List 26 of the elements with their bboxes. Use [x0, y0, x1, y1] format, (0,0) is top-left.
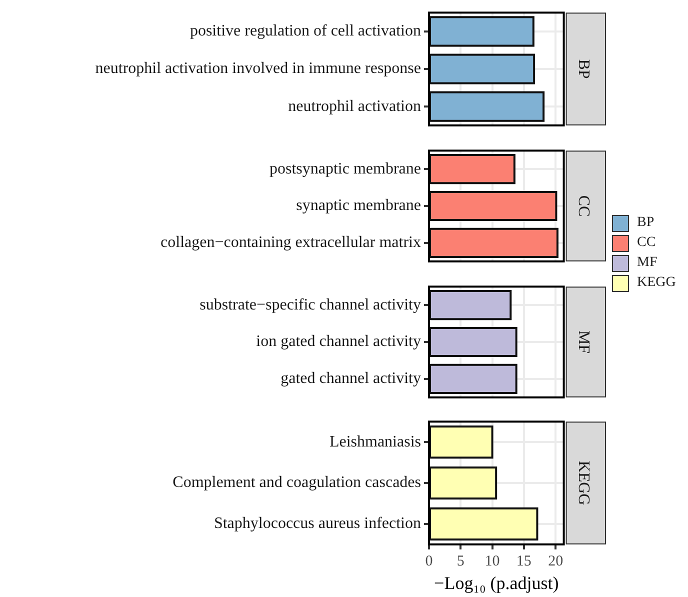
text: CC: [575, 195, 592, 217]
x-tick-label: 15: [516, 553, 532, 570]
legend-label: KEGG: [637, 275, 676, 291]
text: MF: [575, 330, 592, 354]
text: BP: [575, 59, 592, 79]
y-tick-label: ion gated channel activity: [256, 333, 421, 350]
y-tick-label: neutrophil activation: [288, 98, 421, 115]
y-tick-label: Complement and coagulation cascades: [172, 474, 421, 492]
y-tick-label: postsynaptic membrane: [269, 160, 421, 178]
y-tick-label: positive regulation of cell activation: [190, 22, 421, 40]
x-tick-label: 0: [425, 553, 433, 570]
x-tick-label: 10: [484, 553, 500, 570]
y-tick-label: substrate−specific channel activity: [200, 296, 421, 314]
text: MF: [637, 255, 658, 270]
text: BP: [637, 215, 654, 230]
y-tick-label: synaptic membrane: [296, 197, 421, 214]
y-tick-label: Leishmaniasis: [329, 433, 421, 450]
x-tick-label: 5: [456, 553, 464, 570]
x-axis-title: −Log₁₀ (p.adjust): [434, 572, 559, 593]
y-tick-label: gated channel activity: [280, 370, 421, 388]
y-tick-label: neutrophil activation involved in immune response: [95, 60, 421, 78]
text: KEGG: [575, 460, 592, 506]
y-tick-label: collagen−containing extracellular matrix: [160, 234, 421, 252]
x-tick-label: 20: [548, 553, 564, 570]
y-tick-label: Staphylococcus aureus infection: [214, 515, 421, 532]
text: CC: [637, 235, 656, 250]
